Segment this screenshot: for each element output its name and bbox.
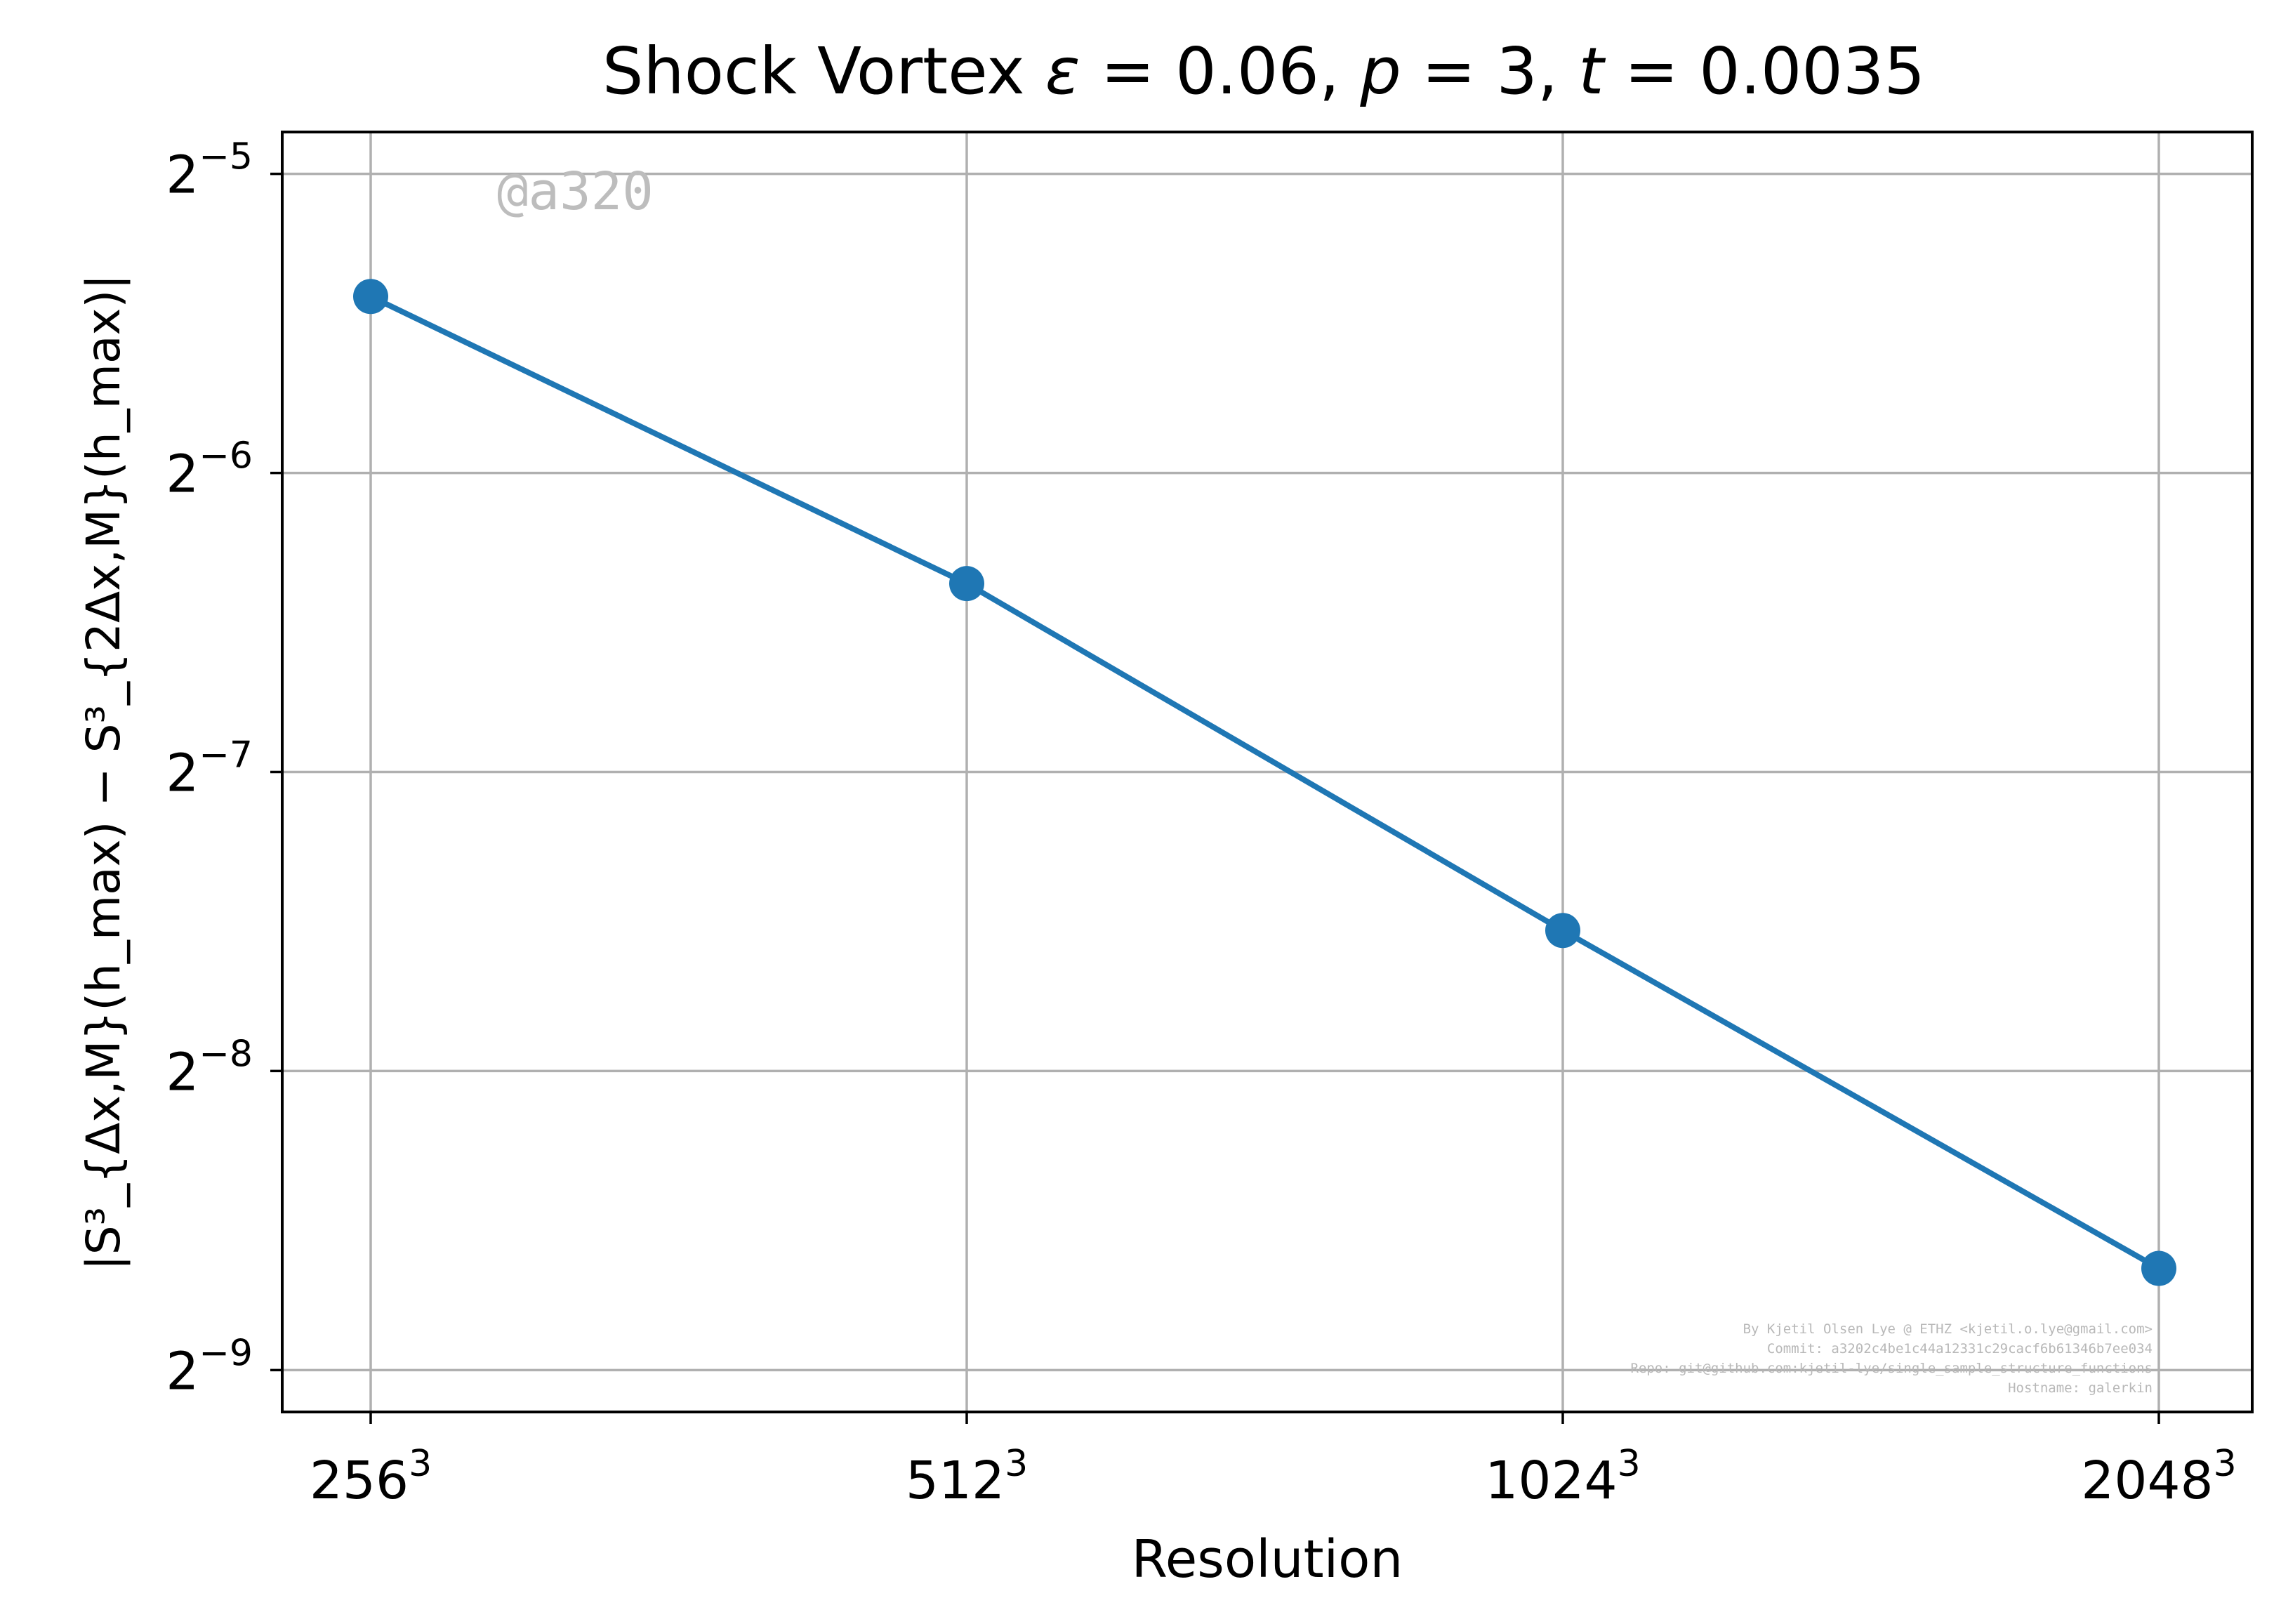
y-tick-label: 2−6 (166, 435, 253, 505)
x-tick-label: 20483 (2081, 1443, 2236, 1511)
y-axis-label: |S³_{Δx,M}(h_max) − S³_{2Δx,M}(h_max)| (77, 275, 131, 1271)
x-tick-label: 10243 (1485, 1443, 1640, 1511)
title-math-segment: p (1359, 34, 1401, 109)
chart-title-text: Shock Vortex (602, 34, 1045, 109)
series-line (368, 293, 2162, 1272)
y-axis-label-text: |S³_{Δx,M}(h_max) − S³_{2Δx,M}(h_max)| (77, 275, 131, 1271)
data-point (1545, 913, 1580, 949)
data-point (949, 566, 984, 602)
y-tick-label: 2−8 (166, 1033, 253, 1102)
data-point (353, 279, 388, 315)
title-math-segment: = 3, (1401, 34, 1579, 109)
credit-line: Repo: git@github.com:kjetil-lye/single_s… (1630, 1361, 2153, 1376)
title-math-segment: = 0.06, (1080, 34, 1361, 109)
credits: By Kjetil Olsen Lye @ ETHZ <kjetil.o.lye… (1630, 1321, 2153, 1396)
grid (282, 132, 2252, 1412)
series-layer (353, 279, 2176, 1286)
data-point (2141, 1250, 2176, 1286)
y-ticks: 2−5 2−6 2−7 2−8 2−9 (166, 136, 282, 1401)
watermark: @a320 (497, 161, 654, 222)
credit-line: By Kjetil Olsen Lye @ ETHZ <kjetil.o.lye… (1743, 1321, 2153, 1337)
x-tick-label: 5123 (906, 1443, 1028, 1511)
title-math-segment: = 0.0035 (1604, 34, 1925, 109)
title-math-segment: ε (1045, 34, 1080, 109)
y-tick-label: 2−5 (166, 136, 253, 206)
title-math-segment: t (1578, 34, 1606, 109)
x-ticks: 2563 5123 10243 20483 (310, 1412, 2237, 1511)
chart-title: Shock Vortex ε = 0.06, p = 3, t = 0.0035 (602, 34, 1925, 109)
x-tick-label: 2563 (310, 1443, 432, 1511)
credit-line: Commit: a3202c4be1c44a12331c29cacf6b6134… (1767, 1341, 2153, 1356)
y-tick-label: 2−7 (166, 734, 253, 804)
credit-line: Hostname: galerkin (2008, 1380, 2153, 1396)
x-axis-label: Resolution (1132, 1529, 1403, 1590)
y-tick-label: 2−9 (166, 1332, 253, 1401)
